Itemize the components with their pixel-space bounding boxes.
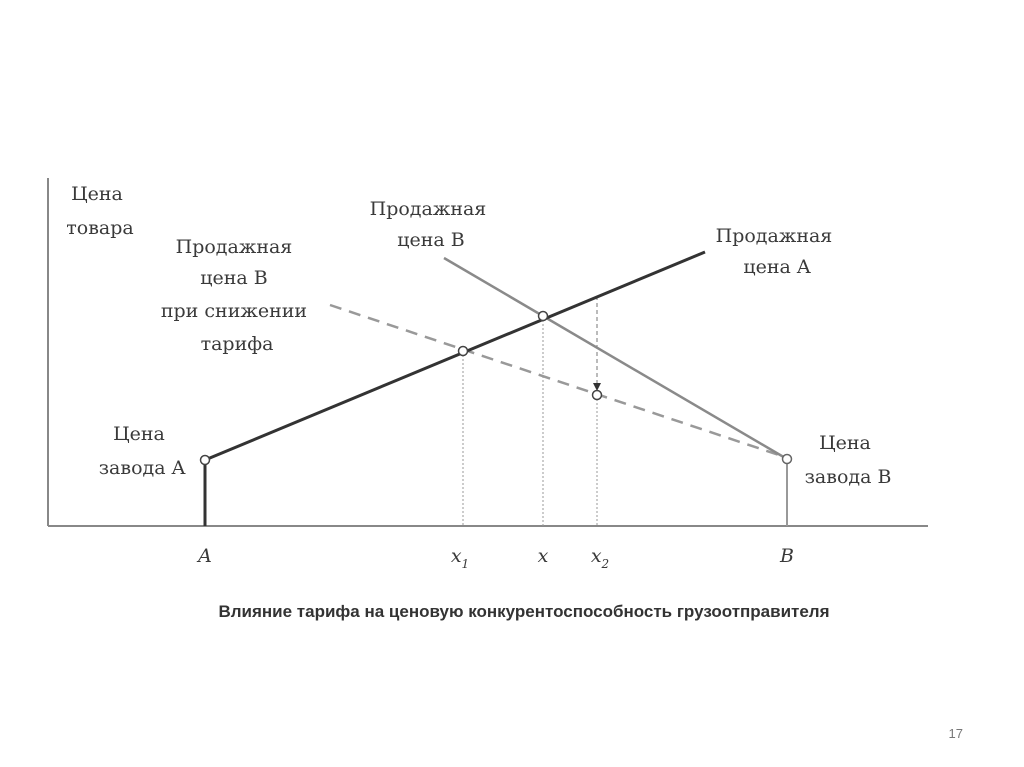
tick-b: B xyxy=(779,545,794,567)
page-number: 17 xyxy=(949,726,963,741)
price-b-line xyxy=(443,256,788,461)
tick-a: A xyxy=(196,545,212,567)
tick-x2: x2 xyxy=(591,545,609,571)
price-a-label: Продажная цена A xyxy=(716,225,839,278)
factory-a-label: Цена завода A xyxy=(99,423,186,479)
price-b-reduced-label: Продажная цена B при снижении тарифа xyxy=(161,236,313,355)
x-point xyxy=(537,310,549,322)
tick-x1: x1 xyxy=(451,545,469,571)
x2-point xyxy=(591,389,603,401)
tick-x: x xyxy=(538,545,549,567)
price-a-line xyxy=(204,250,706,462)
arrow-down-icon xyxy=(593,383,601,391)
price-b-label: Продажная цена B xyxy=(370,198,493,251)
factory-b-point xyxy=(781,453,793,465)
factory-b-label: Цена завода B xyxy=(805,432,892,488)
factory-a-point xyxy=(199,454,211,466)
y-axis-label: Цена товара xyxy=(66,183,133,239)
x1-point xyxy=(457,345,469,357)
caption: Влияние тарифа на ценовую конкурентоспос… xyxy=(218,602,829,621)
